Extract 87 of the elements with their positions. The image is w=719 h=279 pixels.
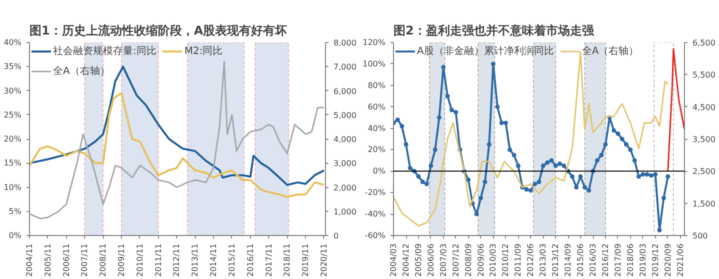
y-tick-label: 0% — [8, 231, 22, 240]
y-tick-label: 40% — [368, 124, 386, 133]
x-tick-label: 2014/11 — [209, 244, 218, 277]
line-series — [667, 48, 684, 172]
x-tick-label: 2007/03 — [438, 244, 448, 277]
y2-tick-label: 3,500 — [692, 135, 716, 144]
x-tick-label: 2015/11 — [227, 244, 236, 277]
x-tick-label: 2014/09 — [564, 244, 573, 277]
x-tick-label: 2019/12 — [650, 244, 660, 277]
x-tick-label: 2017/11 — [264, 244, 274, 277]
line-series — [30, 61, 325, 220]
x-tick-label: 2020/11 — [319, 244, 328, 277]
y-tick-label: 20% — [368, 145, 386, 154]
x-tick-label: 2019/03 — [638, 244, 648, 277]
x-tick-label: 2010/12 — [501, 244, 510, 277]
y2-tick-label: 4,500 — [692, 102, 716, 112]
x-tick-label: 2016/03 — [588, 244, 598, 277]
legend-label: M2:同比 — [184, 44, 223, 58]
x-tick-label: 2008/11 — [98, 244, 108, 277]
y-tick-label: 35% — [4, 62, 22, 72]
x-tick-label: 2013/12 — [551, 244, 560, 277]
legend-label: 社会融资规模存量:同比 — [53, 44, 156, 58]
x-tick-label: 2011/11 — [154, 244, 163, 277]
x-tick-label: 2005/09 — [414, 244, 423, 277]
y2-tick-label: 8,000 — [334, 38, 356, 48]
x-tick-label: 2016/11 — [246, 244, 255, 277]
x-tick-label: 2007/11 — [80, 244, 90, 277]
line-series — [30, 66, 325, 186]
x-tick-label: 2007/12 — [451, 244, 460, 277]
x-tick-label: 2011/09 — [514, 244, 523, 277]
chart-title: 图1：历史上流动性收缩阶段，A股表现有好有坏 — [30, 24, 288, 38]
x-tick-label: 2010/03 — [488, 244, 498, 277]
y-tick-label: -40% — [364, 210, 386, 219]
y-tick-label: 80% — [368, 80, 386, 90]
x-tick-label: 2016/12 — [601, 244, 610, 277]
x-tick-label: 2012/11 — [172, 244, 182, 277]
y-tick-label: 15% — [4, 158, 22, 168]
y2-tick-label: 1,500 — [692, 199, 716, 208]
legend-label: A股（非金融）累计净利润同比 — [417, 44, 554, 58]
x-tick-label: 2006/11 — [62, 244, 71, 277]
x-tick-label: 2019/11 — [301, 244, 310, 277]
x-tick-label: 2004/03 — [389, 244, 398, 277]
y2-tick-label: 0 — [334, 232, 339, 240]
y2-tick-label: 2,500 — [692, 167, 716, 176]
y2-tick-label: 7,000 — [334, 62, 356, 72]
y-tick-label: 10% — [4, 182, 22, 192]
x-tick-label: 2017/09 — [613, 244, 622, 277]
y-tick-label: 60% — [368, 102, 386, 112]
y-tick-label: -20% — [364, 188, 386, 198]
y2-tick-label: 2,000 — [334, 183, 356, 192]
y2-tick-label: 4,000 — [334, 135, 356, 144]
y2-tick-label: 5,000 — [334, 110, 356, 120]
y2-tick-label: 1,000 — [334, 207, 356, 216]
legend-label: 全A（右轴） — [582, 44, 639, 58]
x-tick-label: 2006/06 — [426, 244, 436, 277]
y-tick-label: 20% — [4, 134, 22, 144]
y2-tick-label: 3,000 — [334, 159, 356, 168]
x-tick-label: 2005/11 — [43, 244, 52, 277]
x-tick-label: 2008/09 — [464, 244, 473, 277]
y-tick-label: 5% — [8, 206, 22, 216]
x-tick-label: 2004/11 — [25, 244, 34, 277]
x-tick-label: 2020/09 — [663, 244, 672, 277]
y-tick-label: -60% — [364, 231, 386, 240]
x-tick-label: 2013/11 — [190, 244, 200, 277]
line-series — [30, 92, 325, 198]
y-tick-label: 100% — [362, 59, 386, 68]
y2-tick-label: 500 — [692, 232, 708, 240]
x-tick-label: 2009/06 — [476, 244, 486, 277]
y-tick-label: 120% — [362, 38, 386, 47]
x-tick-label: 2018/11 — [282, 244, 292, 277]
x-tick-label: 2010/11 — [135, 244, 144, 277]
x-tick-label: 2009/11 — [117, 244, 126, 277]
x-tick-label: 2015/06 — [576, 244, 586, 277]
y-tick-label: 30% — [4, 86, 22, 96]
y2-tick-label: 5,500 — [692, 70, 716, 80]
y-tick-label: 25% — [4, 110, 22, 120]
y2-tick-label: 6,500 — [692, 38, 716, 48]
x-tick-label: 2018/06 — [626, 244, 635, 277]
y-tick-label: 0% — [372, 166, 386, 176]
y-tick-label: 40% — [4, 38, 22, 47]
legend-label: 全A（右轴） — [53, 64, 110, 78]
x-tick-label: 2013/03 — [538, 244, 548, 277]
x-tick-label: 2021/06 — [676, 244, 685, 277]
x-tick-label: 2004/12 — [402, 244, 411, 277]
y2-tick-label: 6,000 — [334, 86, 356, 96]
chart-title: 图2：盈利走强也并不意味着市场走强 — [394, 24, 595, 38]
x-tick-label: 2012/06 — [526, 244, 536, 277]
